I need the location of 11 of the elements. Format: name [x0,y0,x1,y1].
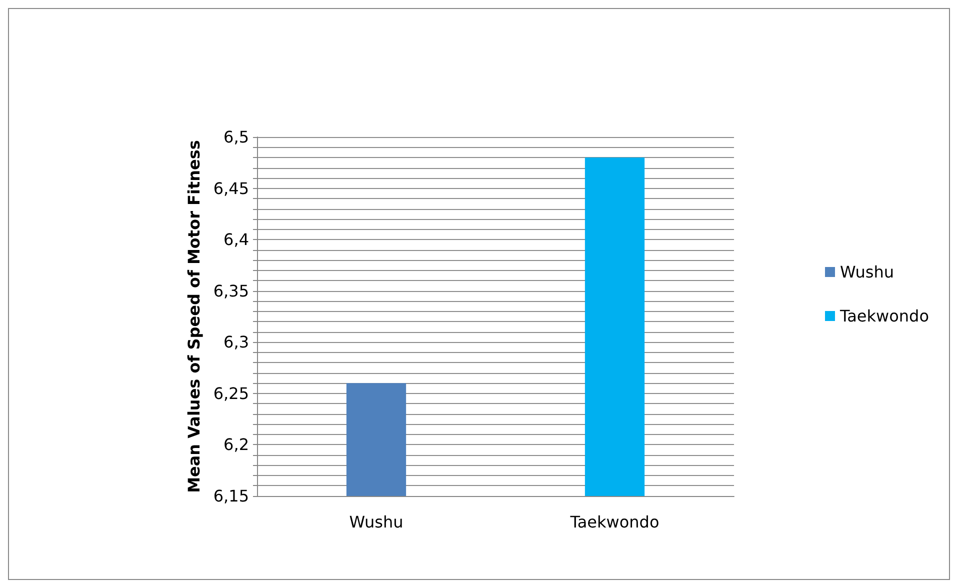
y-tick-label: 6,3 [224,332,249,352]
y-tick-label: 6,2 [224,435,249,454]
y-tick-label: 6,45 [213,178,249,198]
y-tick-label: 6,15 [213,486,249,506]
y-axis-title: Mean Values of Speed of Motor Fitness [184,140,204,493]
y-tick-label: 6,4 [224,230,249,250]
y-tick-label: 6,35 [213,281,249,300]
y-tick-label: 6,5 [224,128,249,146]
legend-label: Taekwondo [839,306,929,326]
legend-label: Wushu [840,262,894,282]
y-tick-label: 6,25 [213,384,249,403]
